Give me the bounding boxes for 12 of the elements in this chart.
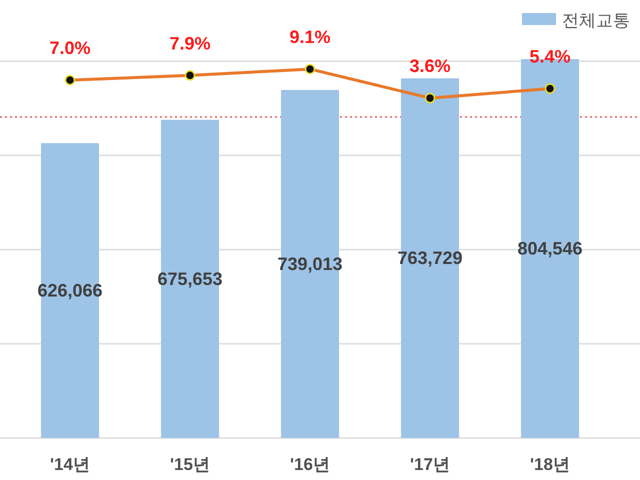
x-tick-label: '16년 [290, 455, 330, 474]
data-label: 3.6% [409, 56, 451, 76]
data-label: 9.1% [289, 27, 331, 48]
data-label: 7.0% [49, 38, 91, 58]
legend-label: 전체교통 [562, 11, 630, 30]
data-label: 7.9% [169, 33, 211, 54]
x-tick-label: '17년 [410, 455, 450, 474]
data-label: 804,546 [517, 238, 583, 259]
x-tick-label: '14년 [50, 455, 90, 474]
data-label: 5.4% [529, 46, 571, 67]
x-tick-label: '18년 [530, 455, 570, 474]
x-tick-label: '15년 [170, 455, 210, 474]
